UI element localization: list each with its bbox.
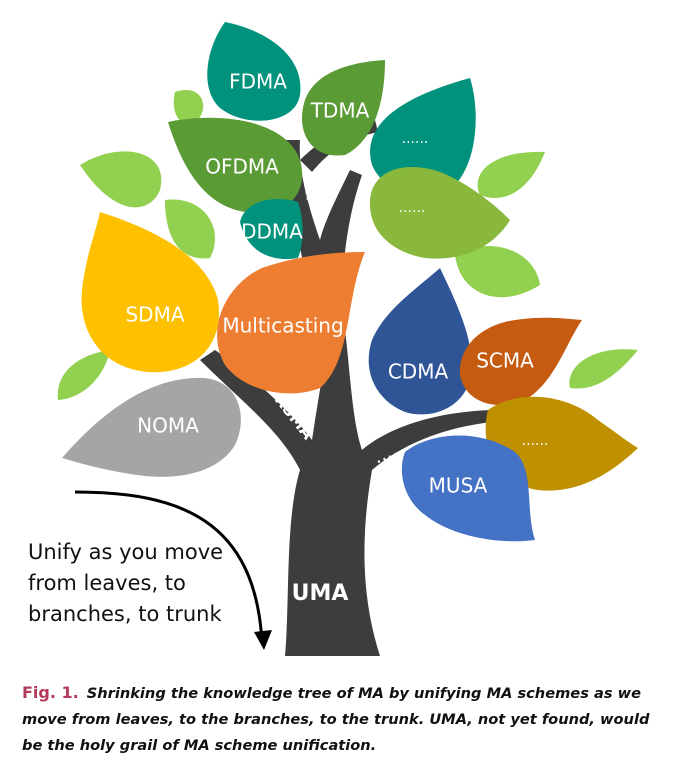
small-leaf xyxy=(173,89,204,124)
leaf-label-noma: NOMA xyxy=(137,414,199,438)
leaf-more-mid-right: ...... xyxy=(369,167,510,259)
leaf-label-sdma: SDMA xyxy=(125,303,184,327)
figure-caption: Fig. 1. Shrinking the knowledge tree of M… xyxy=(22,680,662,759)
small-leaf xyxy=(57,350,110,400)
leaf-label-tdma: TDMA xyxy=(310,99,370,123)
unify-note-line: from leaves, to xyxy=(28,571,186,595)
small-leaf xyxy=(165,199,215,259)
branch-dotted-connectors xyxy=(301,167,406,464)
leaf-label-cdma: CDMA xyxy=(388,360,449,384)
leaf-ofdma: OFDMA xyxy=(168,117,303,213)
leaf-ddma: DDMA xyxy=(240,199,303,260)
unify-note: Unify as you move from leaves, to branch… xyxy=(28,537,258,630)
leaf-tdma: TDMA xyxy=(301,60,385,156)
leaf-noma: NOMA xyxy=(62,377,241,477)
small-leaf xyxy=(569,349,638,389)
trunk-label-uma: UMA xyxy=(292,581,349,606)
leaf-label-multicasting: Multicasting xyxy=(222,314,343,338)
leaf-multicasting: Multicasting xyxy=(217,252,365,394)
small-leaf xyxy=(455,246,540,298)
leaf-label-ofdma: OFDMA xyxy=(205,155,279,179)
leaf-more-top-right: ...... xyxy=(370,78,476,196)
small-leaf xyxy=(477,151,545,199)
leaf-cdma: CDMA xyxy=(368,268,472,415)
figure-label: Fig. 1. xyxy=(22,683,79,702)
unify-note-line: Unify as you move xyxy=(28,540,224,564)
leaf-musa: MUSA xyxy=(401,435,535,542)
leaf-label-scma: SCMA xyxy=(476,349,534,373)
curved-arrow xyxy=(74,490,272,650)
ma-knowledge-tree: FDMA TDMA OFDMA DDMA ...... ...... SDMA … xyxy=(57,22,638,656)
leaf-fdma: FDMA xyxy=(207,22,301,121)
decorative-leaves xyxy=(57,89,638,400)
leaf-scma: SCMA xyxy=(459,317,582,406)
caption-text: Shrinking the knowledge tree of MA by un… xyxy=(22,685,650,754)
leaf-label-ddma: DDMA xyxy=(241,220,303,244)
leaf-label-more-top-right: ...... xyxy=(402,131,429,147)
unify-note-line: branches, to trunk xyxy=(28,602,222,626)
leaf-label-fdma: FDMA xyxy=(229,70,287,94)
small-leaf xyxy=(80,151,162,208)
leaf-sdma: SDMA xyxy=(81,212,220,373)
leaf-label-more-lower-right: ...... xyxy=(522,433,549,449)
leaf-label-musa: MUSA xyxy=(429,474,488,498)
leaf-label-more-mid-right: ...... xyxy=(399,200,426,216)
